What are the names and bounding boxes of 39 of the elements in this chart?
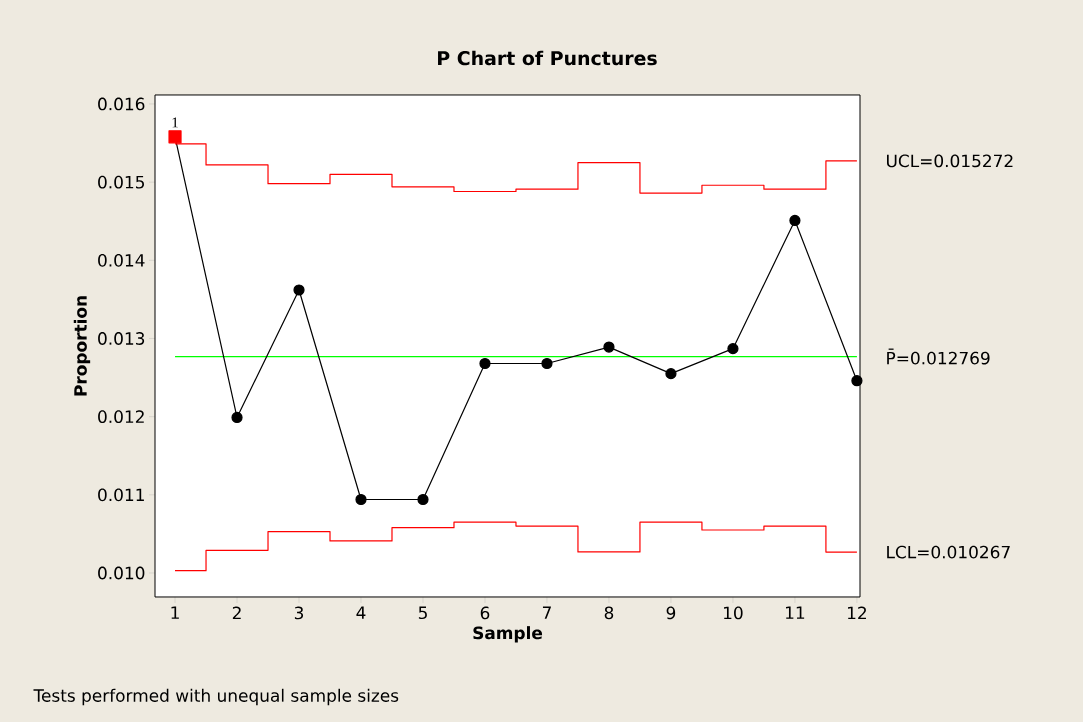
point xyxy=(231,411,243,424)
y-axis-title: Proportion xyxy=(73,296,91,396)
annotation: 1 xyxy=(172,117,178,128)
y-tick-label: 0.011 xyxy=(98,488,144,502)
y-tick-label: 0.016 xyxy=(98,97,145,111)
y-tick-label: 0.015 xyxy=(98,175,144,189)
x-tick-label: 1 xyxy=(171,606,179,619)
x-tick-label: 12 xyxy=(848,606,866,620)
point xyxy=(603,341,615,353)
text: Tests performed with unequal sample sizes xyxy=(33,688,399,706)
x-tick-label: 4 xyxy=(356,606,366,619)
ref-line-label: P̄=0.012769 xyxy=(887,348,990,365)
x-tick-label: 10 xyxy=(724,606,743,620)
series-label: LCL=0.010267 xyxy=(887,545,1010,559)
point xyxy=(665,368,677,380)
x-tick-label: 11 xyxy=(786,606,805,619)
point xyxy=(417,493,429,506)
x-tick-label: 6 xyxy=(480,606,490,620)
point xyxy=(851,375,863,387)
x-tick-label: 3 xyxy=(294,606,304,620)
point xyxy=(355,493,367,506)
point xyxy=(789,214,801,227)
y-tick-label: 0.013 xyxy=(98,332,145,345)
x-tick-label: 8 xyxy=(604,606,614,620)
x-tick-label: 5 xyxy=(418,606,427,620)
x-tick-label: 7 xyxy=(542,606,551,619)
y-tick-label: 0.014 xyxy=(98,253,145,267)
x-axis-title: Sample xyxy=(473,626,543,643)
x-tick-label: 2 xyxy=(232,606,241,620)
y-tick-label: 0.012 xyxy=(98,410,144,424)
y-tick-label: 0.010 xyxy=(98,566,145,580)
point xyxy=(293,284,305,296)
point xyxy=(541,357,553,370)
series-label: UCL=0.015272 xyxy=(887,154,1013,168)
x-tick-label: 9 xyxy=(666,606,676,620)
point xyxy=(727,343,739,355)
point xyxy=(479,357,491,370)
point xyxy=(168,130,182,144)
chart-title: P Chart of Punctures xyxy=(438,50,657,66)
